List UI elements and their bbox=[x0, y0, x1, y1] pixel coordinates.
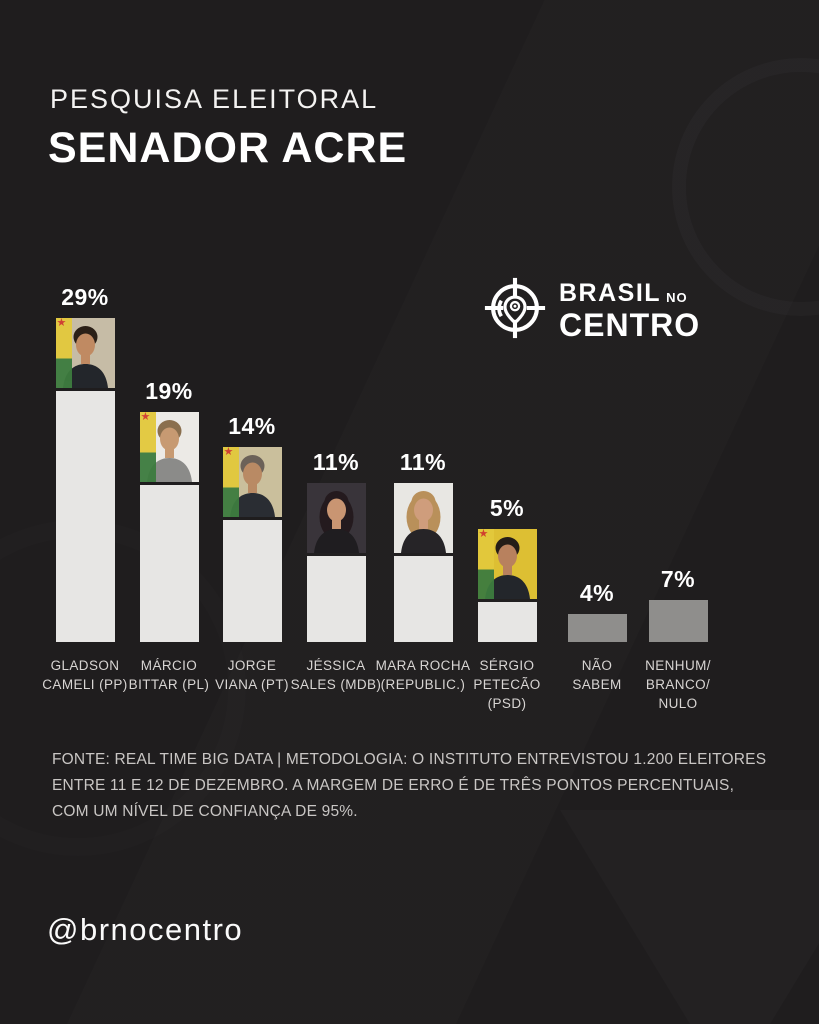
candidate-photo: ★ bbox=[477, 529, 537, 599]
acre-flag-band: ★ bbox=[55, 318, 72, 388]
category-label-line: CAMELI (PP) bbox=[42, 677, 128, 692]
category-label-line: BITTAR (PL) bbox=[128, 677, 210, 692]
bar-column-8: 7% bbox=[648, 566, 708, 642]
category-label-line: (PSD) bbox=[487, 696, 527, 711]
background-pin-watermark bbox=[560, 810, 819, 1024]
category-label: GLADSON CAMELI (PP) bbox=[27, 656, 143, 694]
candidate-photo: ★ bbox=[139, 412, 199, 482]
candidate-photo bbox=[393, 483, 453, 553]
page-title: SENADOR ACRE bbox=[48, 124, 408, 172]
bar-value-label: 11% bbox=[312, 449, 360, 475]
bar-column-3: 14% ★ bbox=[222, 413, 282, 642]
poll-bar bbox=[139, 485, 199, 642]
candidate-silhouette bbox=[313, 491, 359, 553]
bar-value-label: 19% bbox=[145, 378, 193, 404]
category-label-line: NULO bbox=[658, 696, 698, 711]
bar-value-label: 14% bbox=[228, 413, 276, 439]
category-label-line: BRANCO/ bbox=[645, 677, 711, 692]
bar-column-5: 11% bbox=[393, 449, 453, 642]
category-label-line: PETECÃO bbox=[473, 677, 541, 692]
category-label: NENHUM/BRANCO/NULO bbox=[620, 656, 736, 713]
candidate-silhouette bbox=[484, 537, 530, 599]
category-labels-row: GLADSON CAMELI (PP) MÁRCIO BITTAR (PL) JORGE… bbox=[0, 656, 819, 726]
flag-star-icon: ★ bbox=[223, 447, 234, 458]
candidate-photo: ★ bbox=[55, 318, 115, 388]
category-label-line: NENHUM/ bbox=[645, 658, 711, 673]
category-label: NÃO SABEM bbox=[539, 656, 655, 694]
crosshair-pin-icon bbox=[484, 277, 546, 344]
logo-brand-bottom: CENTRO bbox=[559, 306, 701, 343]
category-label-line: SÉRGIO bbox=[479, 658, 535, 673]
candidate-silhouette bbox=[400, 491, 446, 553]
bar-column-6: 5% ★ bbox=[477, 495, 537, 642]
social-handle: @brnocentro bbox=[47, 912, 244, 947]
category-label: MÁRCIO BITTAR (PL) bbox=[111, 656, 227, 694]
category-label-line: MARA ROCHA bbox=[375, 658, 471, 673]
bar-column-2: 19% ★ bbox=[139, 378, 199, 642]
poll-bar-chart: 29% ★ 19% ★ 14% ★ 11% 11% 5% ★ 4% 7% bbox=[0, 284, 819, 642]
poll-bar bbox=[222, 520, 282, 642]
poll-kicker: PESQUISA ELEITORAL bbox=[50, 84, 379, 114]
bar-column-4: 11% bbox=[306, 449, 366, 642]
bar-value-label: 4% bbox=[579, 580, 615, 606]
logo-brand-top-small: NO bbox=[666, 289, 688, 305]
category-label-line: MÁRCIO bbox=[140, 658, 198, 673]
category-label-line: NÃO bbox=[581, 658, 613, 673]
category-label: MARA ROCHA (REPUBLIC.) bbox=[365, 656, 481, 694]
poll-bar bbox=[393, 556, 453, 642]
category-label-line: VIANA (PT) bbox=[215, 677, 289, 692]
category-label: SÉRGIO PETECÃO (PSD) bbox=[449, 656, 565, 713]
bar-value-label: 11% bbox=[399, 449, 447, 475]
candidate-photo: ★ bbox=[222, 447, 282, 517]
acre-flag-band: ★ bbox=[139, 412, 156, 482]
logo-brand-top: BRASIL bbox=[559, 278, 662, 307]
acre-flag-band: ★ bbox=[222, 447, 239, 517]
category-label-line: SALES (MDB) bbox=[290, 677, 382, 692]
acre-flag-band: ★ bbox=[477, 529, 494, 599]
bar-column-7: 4% bbox=[567, 580, 627, 642]
logo-wordmark: BRASIL NO CENTRO bbox=[559, 278, 701, 343]
poll-bar bbox=[55, 391, 115, 642]
candidate-silhouette bbox=[62, 326, 108, 388]
poll-bar bbox=[567, 614, 627, 642]
category-label: JORGE VIANA (PT) bbox=[194, 656, 310, 694]
category-label-line: GLADSON bbox=[50, 658, 120, 673]
candidate-silhouette bbox=[229, 455, 275, 517]
brasil-no-centro-logo: BRASIL NO CENTRO bbox=[484, 277, 700, 344]
category-label-line: (REPUBLIC.) bbox=[380, 677, 466, 692]
bar-value-label: 29% bbox=[61, 284, 109, 310]
bar-value-label: 7% bbox=[660, 566, 696, 592]
poll-bar bbox=[648, 600, 708, 642]
category-label-line: JÉSSICA bbox=[306, 658, 366, 673]
flag-star-icon: ★ bbox=[56, 318, 67, 329]
category-label: JÉSSICA SALES (MDB) bbox=[278, 656, 394, 694]
candidate-photo bbox=[306, 483, 366, 553]
bar-value-label: 5% bbox=[489, 495, 525, 521]
bar-column-1: 29% ★ bbox=[55, 284, 115, 642]
poll-bar bbox=[306, 556, 366, 642]
methodology-footnote: FONTE: REAL TIME BIG DATA | METODOLOGIA:… bbox=[52, 751, 767, 820]
category-label-line: SABEM bbox=[572, 677, 622, 692]
poll-bar bbox=[477, 602, 537, 642]
flag-star-icon: ★ bbox=[140, 412, 151, 423]
category-label-line: JORGE bbox=[227, 658, 277, 673]
candidate-silhouette bbox=[146, 420, 192, 482]
flag-star-icon: ★ bbox=[478, 529, 489, 540]
